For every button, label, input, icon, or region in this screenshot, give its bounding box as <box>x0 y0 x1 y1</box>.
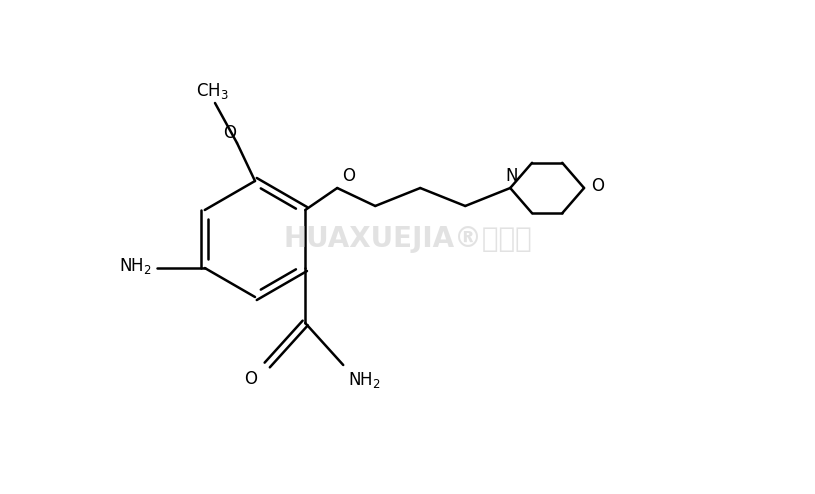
Text: O: O <box>342 167 355 185</box>
Text: HUAXUEJIA®化学加: HUAXUEJIA®化学加 <box>284 225 532 253</box>
Text: N: N <box>505 167 518 185</box>
Text: O: O <box>244 370 258 388</box>
Text: NH$_2$: NH$_2$ <box>119 256 152 276</box>
Text: CH$_3$: CH$_3$ <box>196 81 228 101</box>
Text: O: O <box>223 124 236 142</box>
Text: O: O <box>591 177 604 195</box>
Text: NH$_2$: NH$_2$ <box>348 370 381 390</box>
